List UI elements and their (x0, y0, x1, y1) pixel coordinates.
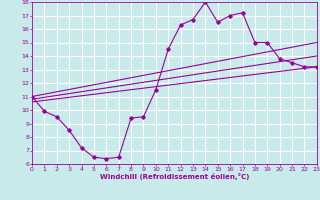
X-axis label: Windchill (Refroidissement éolien,°C): Windchill (Refroidissement éolien,°C) (100, 173, 249, 180)
